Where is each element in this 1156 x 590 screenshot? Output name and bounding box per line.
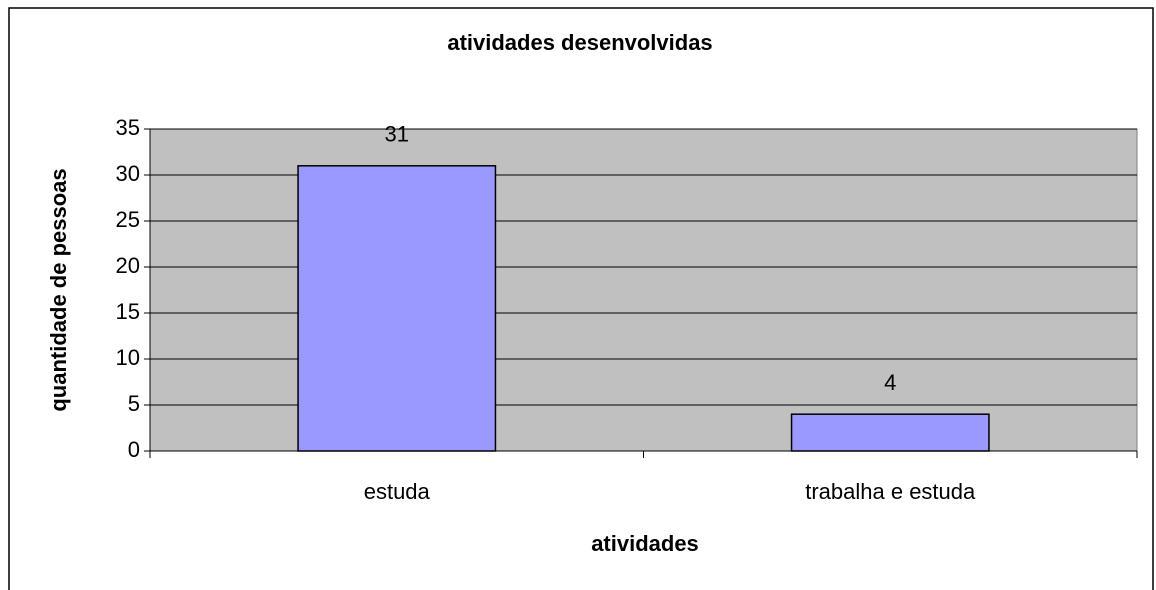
y-tick-label: 25 (116, 207, 140, 232)
y-tick-label: 0 (128, 437, 140, 462)
y-tick-label: 5 (128, 391, 140, 416)
x-tick-label: trabalha e estuda (805, 479, 976, 504)
y-tick-label: 30 (116, 161, 140, 186)
y-axis-label: quantidade de pessoas (46, 168, 71, 411)
bar (790, 413, 990, 452)
data-label: 4 (884, 370, 896, 395)
x-tick-label: estuda (364, 479, 431, 504)
data-label: 31 (385, 122, 409, 147)
y-tick-label: 35 (116, 115, 140, 140)
x-axis-label: atividades (591, 531, 699, 556)
bar (297, 165, 497, 452)
chart-title: atividades desenvolvidas (447, 30, 712, 55)
y-tick-label: 20 (116, 253, 140, 278)
y-tick-label: 10 (116, 345, 140, 370)
y-tick-label: 15 (116, 299, 140, 324)
